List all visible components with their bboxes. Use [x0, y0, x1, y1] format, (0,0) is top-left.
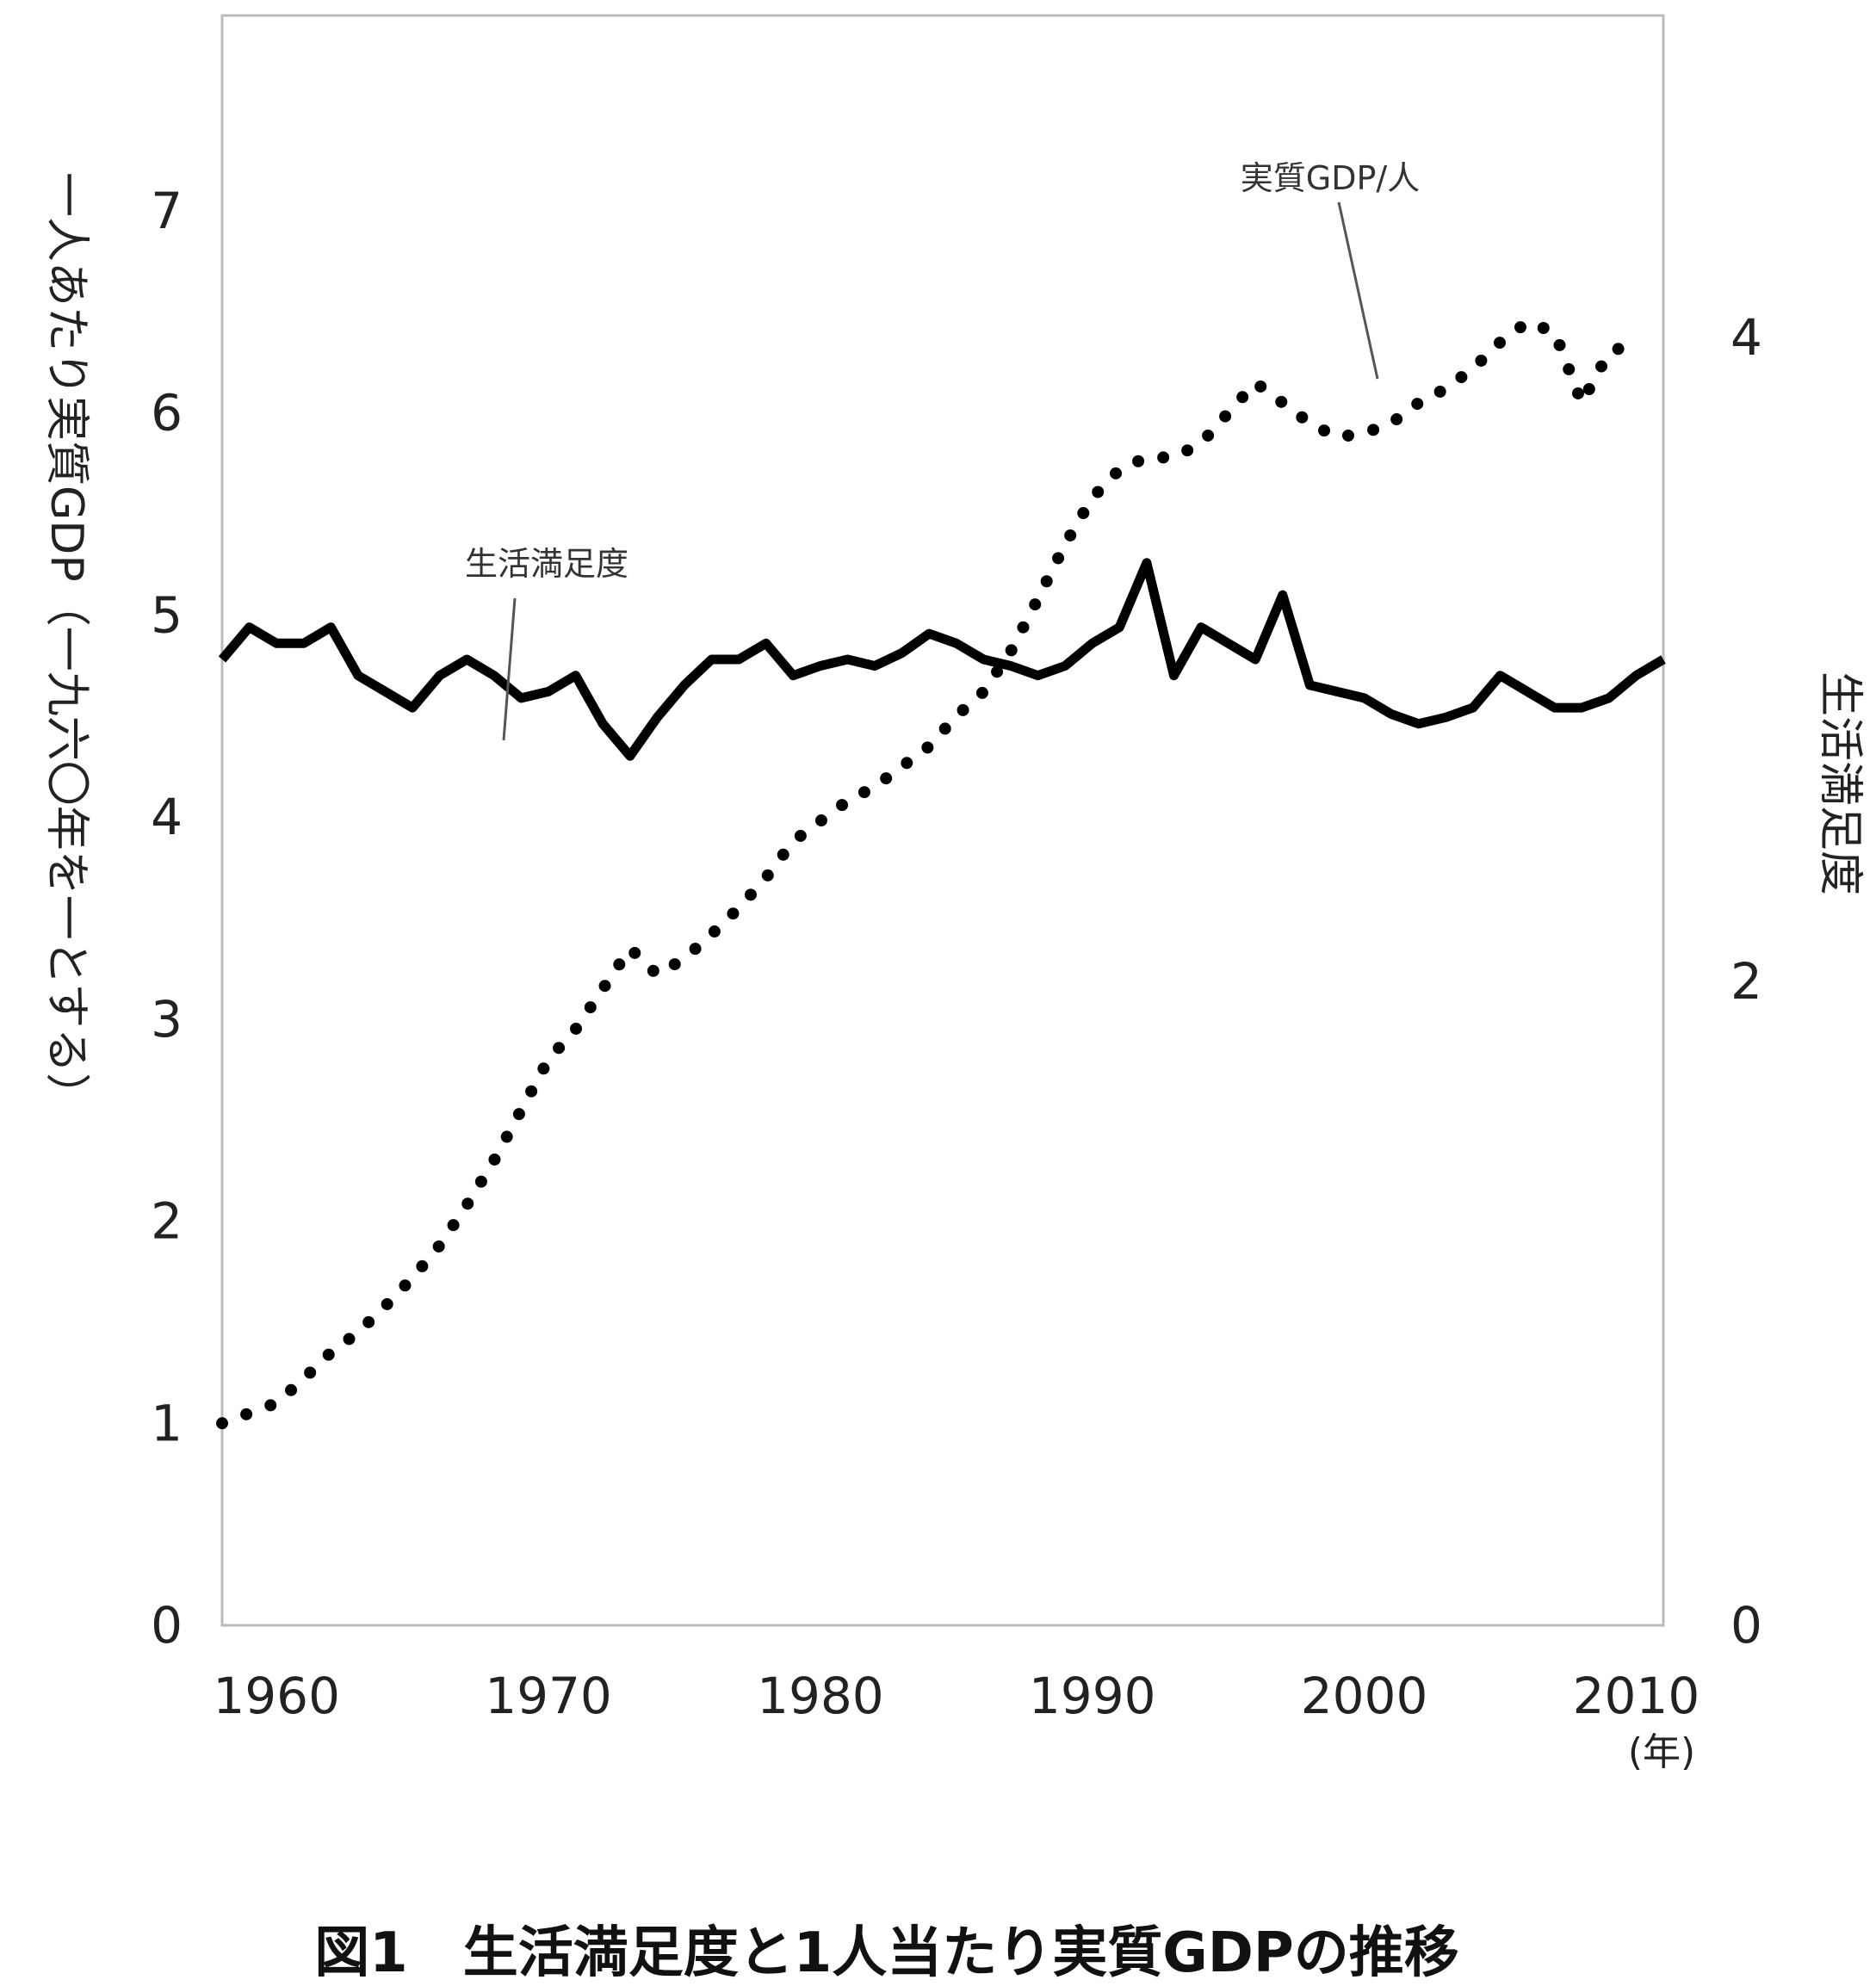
left-y-axis: 0 1 2 3 4 5 6 7 一人あたり実質GDP（一九六〇年を一とする）	[40, 172, 183, 1655]
left-tick-label: 6	[151, 384, 183, 442]
left-tick-label: 4	[151, 788, 183, 846]
right-tick-label: 2	[1731, 952, 1762, 1011]
x-axis-unit: (年)	[1628, 1730, 1695, 1774]
annotation-leader-gdp	[1337, 201, 1379, 380]
right-y-axis: 0 2 4 生活満足度	[1731, 308, 1866, 1655]
right-tick-label: 4	[1731, 308, 1762, 367]
plot-area	[220, 14, 1665, 1627]
left-tick-label: 2	[151, 1192, 183, 1251]
series-line-gdp_per_capita	[216, 316, 1643, 1430]
x-tick-label: 2000	[1301, 1667, 1428, 1725]
x-tick-label: 1960	[213, 1667, 340, 1725]
series-line-life_satisfaction	[218, 558, 1666, 761]
left-axis-title: 一人あたり実質GDP（一九六〇年を一とする）	[40, 172, 92, 1117]
annotation-gdp: 実質GDP/人	[1241, 159, 1420, 197]
x-axis: 1960 1970 1980 1990 2000 2010	[213, 1667, 1700, 1725]
x-tick-label: 1970	[485, 1667, 612, 1725]
x-tick-label: 2010	[1573, 1667, 1700, 1725]
annotations: 生活満足度 実質GDP/人	[465, 159, 1420, 741]
left-tick-label: 5	[151, 585, 183, 644]
left-tick-label: 3	[151, 990, 183, 1049]
right-axis-title: 生活満足度	[1814, 671, 1866, 895]
plot-border	[220, 14, 1665, 1627]
annotation-life-satisfaction: 生活満足度	[465, 545, 628, 583]
caption: 図1 生活満足度と1人当たり実質GDPの推移	[314, 1921, 1459, 1985]
right-tick-label: 0	[1731, 1596, 1762, 1655]
annotation-leader-life-satisfaction	[502, 597, 517, 741]
left-tick-label: 7	[151, 182, 183, 240]
series-layer	[216, 316, 1666, 1430]
x-tick-label: 1980	[757, 1667, 884, 1725]
left-tick-label: 1	[151, 1394, 183, 1452]
x-tick-label: 1990	[1029, 1667, 1156, 1725]
left-tick-label: 0	[151, 1596, 183, 1655]
